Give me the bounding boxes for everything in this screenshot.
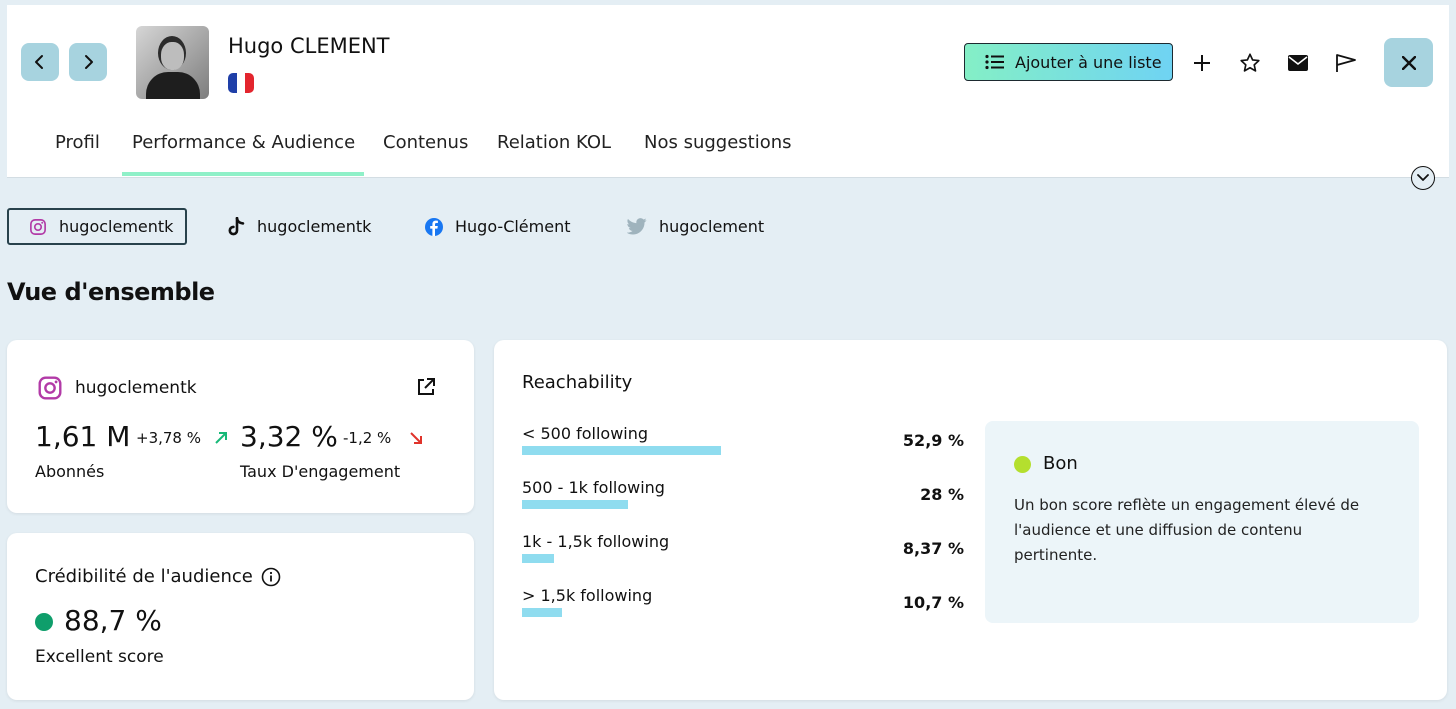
france-flag-icon	[228, 73, 254, 93]
reach-row-label: > 1,5k following	[522, 586, 653, 605]
reach-row-label: 500 - 1k following	[522, 478, 665, 497]
star-icon	[1240, 53, 1260, 72]
social-handle: hugoclement	[659, 217, 765, 236]
report-button[interactable]	[1333, 50, 1359, 76]
reach-row-label: 1k - 1,5k following	[522, 532, 670, 551]
section-title: Vue d'ensemble	[7, 278, 215, 306]
social-handle: Hugo-Clément	[455, 217, 571, 236]
profile-header: Hugo CLEMENT Ajouter à une liste Profil …	[7, 5, 1449, 178]
social-handle: hugoclementk	[257, 217, 372, 236]
social-tab-tiktok[interactable]: hugoclementk	[227, 208, 371, 245]
profile-name: Hugo CLEMENT	[228, 34, 390, 58]
reach-row-value: 52,9 %	[902, 431, 964, 450]
add-to-list-button[interactable]: Ajouter à une liste	[964, 43, 1173, 81]
tab-contenus[interactable]: Contenus	[383, 132, 469, 153]
flag-icon	[1336, 54, 1356, 72]
credibility-title: Crédibilité de l'audience	[35, 566, 281, 587]
credibility-label: Excellent score	[35, 647, 164, 667]
tiktok-icon	[228, 216, 245, 235]
chevron-left-icon	[35, 55, 43, 69]
add-to-list-label: Ajouter à une liste	[1015, 52, 1162, 72]
followers-value: 1,61 M	[35, 420, 131, 453]
collapse-header-button[interactable]	[1411, 166, 1435, 190]
social-tab-instagram[interactable]: hugoclementk	[7, 208, 187, 245]
close-icon	[1401, 55, 1416, 70]
trend-down-icon	[410, 432, 422, 444]
tab-nos-suggestions[interactable]: Nos suggestions	[644, 132, 792, 153]
engagement-delta: -1,2 %	[343, 429, 392, 447]
reach-row-label: < 500 following	[522, 424, 649, 443]
plus-icon	[1194, 55, 1210, 71]
followers-label: Abonnés	[35, 462, 105, 481]
reach-row-value: 10,7 %	[902, 593, 964, 612]
chevron-right-icon	[85, 55, 93, 69]
tab-profil[interactable]: Profil	[55, 132, 100, 153]
social-tab-twitter[interactable]: hugoclement	[627, 208, 764, 245]
external-link-icon[interactable]	[416, 377, 436, 397]
credibility-status-dot	[35, 613, 53, 631]
chevron-down-icon	[1417, 174, 1429, 181]
active-tab-indicator	[122, 172, 364, 176]
favorite-button[interactable]	[1237, 50, 1263, 76]
reach-row-bar	[522, 446, 721, 455]
reach-row-bar	[522, 500, 628, 509]
social-tab-facebook[interactable]: Hugo-Clément	[425, 208, 571, 245]
engagement-value: 3,32 %	[240, 420, 338, 453]
reachability-title: Reachability	[522, 372, 633, 393]
engagement-label: Taux D'engagement	[240, 462, 401, 481]
social-handle: hugoclementk	[59, 217, 174, 236]
mail-icon	[1288, 55, 1308, 71]
credibility-title-label: Crédibilité de l'audience	[35, 566, 253, 587]
add-button[interactable]	[1189, 50, 1215, 76]
reach-row-value: 8,37 %	[902, 539, 964, 558]
close-button[interactable]	[1384, 38, 1433, 87]
list-icon	[985, 54, 1004, 70]
tab-relation-kol[interactable]: Relation KOL	[497, 132, 612, 153]
score-status-dot	[1014, 456, 1031, 473]
trend-up-icon	[215, 432, 227, 444]
reach-row-bar	[522, 554, 554, 563]
instagram-icon	[38, 376, 62, 400]
message-button[interactable]	[1285, 50, 1311, 76]
credibility-value: 88,7 %	[64, 604, 162, 637]
reach-row-bar	[522, 608, 562, 617]
credibility-card: Crédibilité de l'audience 88,7 % Excelle…	[7, 533, 474, 700]
followers-delta: +3,78 %	[136, 429, 201, 447]
twitter-icon	[627, 218, 647, 235]
account-handle-label: hugoclementk	[75, 378, 197, 398]
account-handle: hugoclementk	[37, 375, 197, 401]
reach-row-value: 28 %	[920, 485, 964, 504]
back-button[interactable]	[21, 43, 59, 81]
reachability-score-box: Bon Un bon score reflète un engagement é…	[985, 421, 1419, 623]
avatar	[136, 26, 209, 99]
score-label: Bon	[1043, 453, 1078, 474]
score-description: Un bon score reflète un engagement élevé…	[1014, 496, 1360, 564]
account-stats-card: hugoclementk 1,61 M +3,78 % Abonnés 3,32…	[7, 340, 474, 513]
tab-performance-audience[interactable]: Performance & Audience	[132, 132, 356, 153]
facebook-icon	[425, 217, 443, 236]
reachability-card: Reachability < 500 following 52,9 % 500 …	[494, 340, 1447, 700]
info-icon[interactable]	[261, 567, 281, 587]
instagram-icon	[30, 218, 46, 235]
forward-button[interactable]	[69, 43, 107, 81]
